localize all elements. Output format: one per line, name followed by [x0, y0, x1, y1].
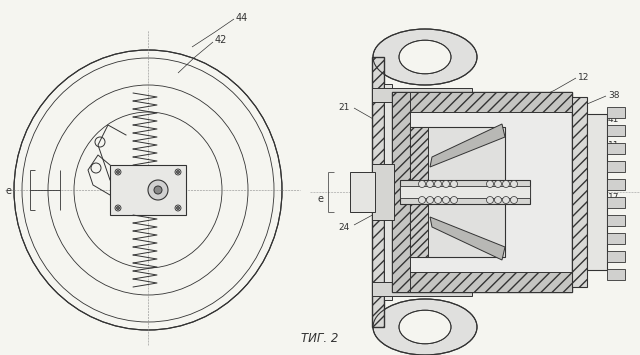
Bar [400, 186, 530, 198]
Bar [392, 92, 572, 292]
Circle shape [115, 205, 121, 211]
Circle shape [148, 180, 168, 200]
Circle shape [442, 197, 449, 203]
Bar [607, 233, 625, 244]
Bar [410, 127, 505, 257]
Circle shape [175, 205, 181, 211]
Circle shape [511, 180, 518, 187]
Bar [110, 165, 186, 215]
Circle shape [419, 180, 426, 187]
Text: 38: 38 [608, 91, 620, 99]
Bar [607, 125, 625, 136]
Circle shape [495, 197, 502, 203]
Circle shape [175, 169, 181, 175]
Bar [372, 88, 472, 102]
Ellipse shape [14, 50, 282, 330]
Text: 11: 11 [608, 141, 620, 149]
Circle shape [451, 197, 458, 203]
Bar [410, 127, 428, 257]
Bar [384, 84, 392, 300]
Bar [400, 180, 530, 204]
Text: 24: 24 [338, 223, 349, 231]
Bar [392, 92, 572, 112]
Circle shape [451, 180, 458, 187]
Bar [372, 282, 472, 296]
Bar [607, 251, 625, 262]
Circle shape [502, 180, 509, 187]
Bar [392, 92, 410, 292]
Ellipse shape [373, 299, 477, 355]
Circle shape [502, 197, 509, 203]
Text: 41: 41 [608, 115, 620, 125]
Bar [607, 143, 625, 154]
Bar [350, 172, 375, 212]
Bar [572, 97, 587, 287]
Bar [392, 272, 572, 292]
Circle shape [442, 180, 449, 187]
Bar [607, 107, 625, 118]
Ellipse shape [399, 40, 451, 74]
Polygon shape [430, 217, 505, 260]
Ellipse shape [373, 29, 477, 85]
Bar [372, 57, 384, 327]
Circle shape [435, 197, 442, 203]
Bar [607, 197, 625, 208]
Text: е: е [6, 186, 12, 196]
Text: 42: 42 [215, 35, 227, 45]
Bar [372, 164, 394, 220]
Polygon shape [430, 124, 505, 167]
Circle shape [426, 180, 433, 187]
Circle shape [116, 207, 120, 209]
Text: 21: 21 [338, 103, 349, 111]
Text: ΤИГ. 2: ΤИГ. 2 [301, 332, 339, 344]
Circle shape [177, 207, 179, 209]
Circle shape [486, 197, 493, 203]
Circle shape [419, 197, 426, 203]
Circle shape [177, 170, 179, 174]
Circle shape [426, 197, 433, 203]
Circle shape [435, 180, 442, 187]
Circle shape [115, 169, 121, 175]
Circle shape [486, 180, 493, 187]
Circle shape [495, 180, 502, 187]
Bar [607, 179, 625, 190]
Bar [607, 269, 625, 280]
Bar [607, 161, 625, 172]
Text: 12: 12 [578, 72, 589, 82]
Text: е: е [318, 194, 324, 204]
Bar [607, 215, 625, 226]
Text: 17: 17 [608, 192, 620, 202]
Circle shape [511, 197, 518, 203]
Ellipse shape [399, 310, 451, 344]
Text: 44: 44 [236, 13, 248, 23]
Circle shape [154, 186, 162, 194]
Text: 19: 19 [608, 165, 620, 175]
Circle shape [116, 170, 120, 174]
Bar [587, 114, 607, 270]
